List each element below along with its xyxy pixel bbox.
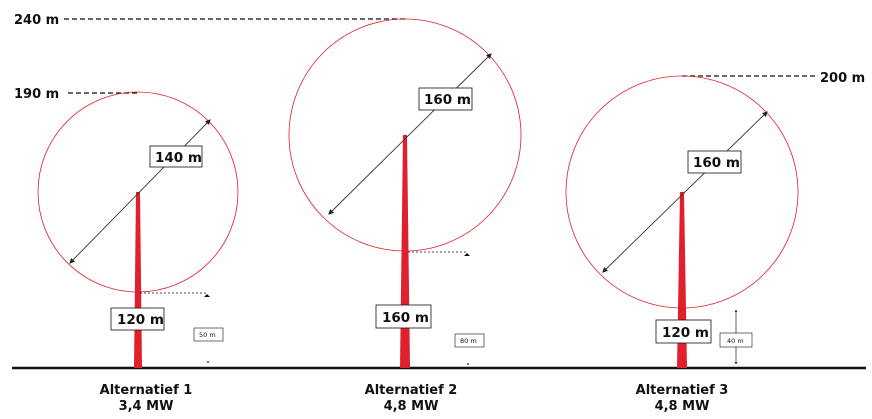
rotor-diameter-label-3: 160 m <box>693 155 740 171</box>
rotor-diameter-arrow-3 <box>602 111 768 273</box>
hub-height-box-2 <box>375 304 432 329</box>
hub-height-label-3: 120 m <box>662 325 709 341</box>
alternative-power-3: 4,8 MW <box>655 399 710 414</box>
hub-height-label-1: 120 m <box>117 312 164 328</box>
alternative-power-2: 4,8 MW <box>384 399 439 414</box>
clearance-arrowhead-2 <box>464 253 470 256</box>
alternative-name-3: Alternatief 3 <box>636 383 729 398</box>
hub-height-box-3 <box>655 319 712 344</box>
tower-1 <box>134 192 142 368</box>
turbine-alternatief-1: 140 m 50 m 120 m Alternatief 1 3,4 MW <box>37 91 239 414</box>
clearance-box-1 <box>193 327 224 342</box>
rotor-diameter-label-2: 160 m <box>424 92 471 108</box>
hub-height-label-2: 160 m <box>382 310 429 326</box>
clearance-base-dot-1 <box>207 361 209 363</box>
clearance-box-2 <box>454 333 485 348</box>
rotor-diameter-arrow-2 <box>328 53 492 215</box>
clearance-label-2: 80 m <box>460 337 477 345</box>
clearance-box-3 <box>719 332 753 348</box>
tower-2 <box>400 135 410 368</box>
rotor-diameter-box-1 <box>149 145 203 168</box>
alternative-name-2: Alternatief 2 <box>365 383 458 398</box>
level-label-200: 200 m <box>820 71 865 86</box>
clearance-label-3: 40 m <box>727 337 744 345</box>
level-label-190: 190 m <box>14 87 59 102</box>
clearance-arrowhead-1 <box>204 294 210 297</box>
clearance-base-dot-2 <box>467 363 469 365</box>
turbine-alternatief-3: 160 m 40 m 120 m Alternatief 3 4,8 MW <box>565 75 799 414</box>
alternative-power-1: 3,4 MW <box>119 399 174 414</box>
rotor-diameter-label-1: 140 m <box>155 150 202 166</box>
hub-height-box-1 <box>110 307 165 331</box>
rotor-diameter-arrow-1 <box>69 119 211 264</box>
turbine-alternatief-2: 160 m 80 m 160 m Alternatief 2 4,8 MW <box>288 18 522 414</box>
rotor-diameter-box-2 <box>418 87 473 111</box>
alternative-name-1: Alternatief 1 <box>100 383 193 398</box>
level-label-240: 240 m <box>14 13 59 28</box>
rotor-diameter-box-3 <box>687 150 742 174</box>
clearance-label-1: 50 m <box>199 331 216 339</box>
